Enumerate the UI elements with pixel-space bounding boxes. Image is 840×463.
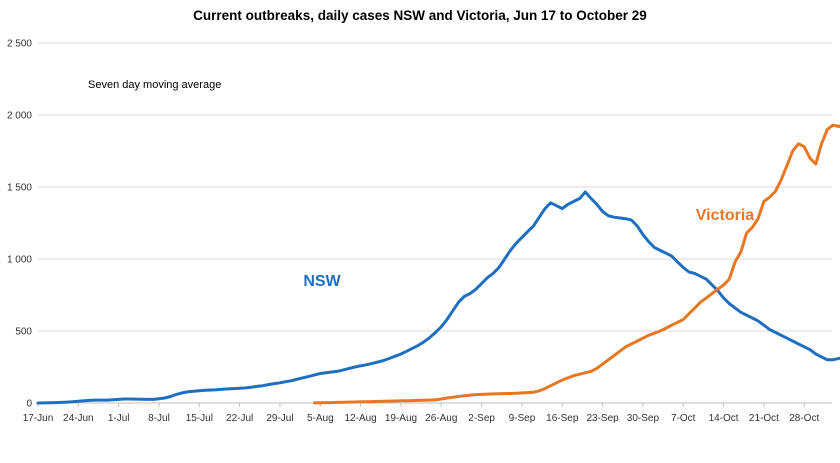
x-axis: 17-Jun 24-Jun 1-Jul 8-Jul 15-Jul 22-Jul 29-Jul… <box>23 402 832 424</box>
y-tick-label: 500 <box>15 327 32 338</box>
x-tick-label: 30-Sep <box>627 413 660 424</box>
y-tick-label: 1 000 <box>7 255 32 266</box>
gridlines <box>38 42 832 332</box>
x-tick-label: 19-Aug <box>385 413 417 424</box>
x-tick-label: 1-Jul <box>108 413 130 424</box>
series-label-victoria: Victoria <box>696 207 755 224</box>
y-axis-tick-labels: 0 500 1 000 1 500 2 000 2 500 <box>7 39 32 410</box>
x-tick-label: 9-Sep <box>509 413 536 424</box>
x-tick-label: 29-Jul <box>266 413 293 424</box>
x-tick-label: 23-Sep <box>586 413 619 424</box>
chart-title: Current outbreaks, daily cases NSW and V… <box>193 8 647 23</box>
series-labels: NSW Victoria <box>303 207 754 290</box>
series-line-victoria <box>313 123 840 405</box>
x-tick-label: 14-Oct <box>709 413 739 424</box>
series-line-nsw <box>36 190 840 405</box>
x-tick-label: 16-Sep <box>546 413 579 424</box>
y-tick-label: 2 500 <box>7 39 32 50</box>
chart-annotation: Seven day moving average <box>88 79 221 91</box>
x-tick-label: 8-Jul <box>148 413 170 424</box>
y-tick-label: 0 <box>26 399 32 410</box>
y-tick-label: 1 500 <box>7 183 32 194</box>
x-tick-label: 12-Aug <box>345 413 377 424</box>
x-tick-label: 22-Jul <box>226 413 253 424</box>
x-tick-label: 21-Oct <box>749 413 779 424</box>
x-tick-label: 7-Oct <box>671 413 696 424</box>
x-tick-label: 28-Oct <box>789 413 819 424</box>
x-tick-label: 2-Sep <box>468 413 495 424</box>
x-tick-label: 17-Jun <box>23 413 54 424</box>
series-lines <box>36 123 840 405</box>
x-tick-label: 15-Jul <box>186 413 213 424</box>
y-tick-label: 2 000 <box>7 111 32 122</box>
x-tick-label: 5-Aug <box>307 413 334 424</box>
x-tick-label: 24-Jun <box>63 413 94 424</box>
series-label-nsw: NSW <box>303 273 341 290</box>
x-tick-label: 26-Aug <box>425 413 457 424</box>
